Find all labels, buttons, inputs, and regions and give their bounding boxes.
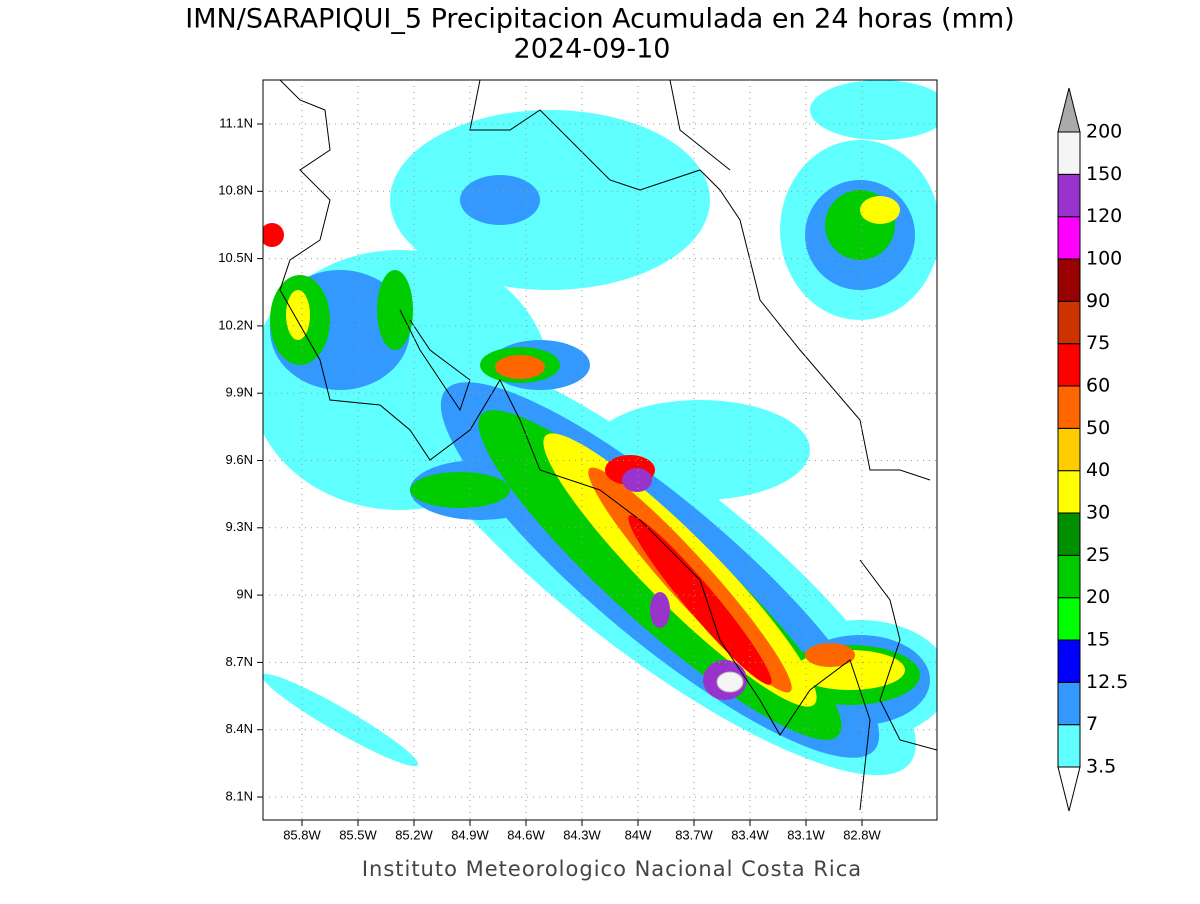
colorbar-segment [1057, 173, 1081, 218]
colorbar-label: 30 [1086, 502, 1110, 524]
x-tick-label: 84.6W [507, 827, 545, 842]
colorbar-segment [1057, 681, 1081, 726]
colorbar-label: 3.5 [1086, 756, 1116, 778]
colorbar-segment [1057, 597, 1081, 641]
precipitation-field [263, 80, 937, 811]
y-tick-label: 9.9N [226, 385, 253, 400]
colorbar-segment [1057, 639, 1081, 683]
x-tick-label: 83.1W [787, 827, 825, 842]
y-tick-label: 9.6N [226, 452, 253, 467]
colorbar-segment [1057, 216, 1081, 260]
colorbar-segment [1057, 512, 1081, 556]
colorbar-over [1057, 87, 1081, 133]
colorbar: 3.5 7 12.5 15 20 25 30 40 50 60 75 90 100 120 150 200 [1057, 87, 1128, 812]
x-tick-label: 83.4W [731, 827, 769, 842]
x-tick-label: 84W [625, 827, 652, 842]
y-tick-label: 9.3N [226, 519, 253, 534]
colorbar-label: 75 [1086, 332, 1110, 354]
y-tick-label: 8.1N [226, 788, 253, 803]
colorbar-segment [1057, 343, 1081, 387]
colorbar-label: 7 [1086, 713, 1098, 735]
y-tick-label: 9N [236, 587, 253, 602]
axes: 85.8W 85.5W 85.2W 84.9W 84.6W 84.3W 84W 83.7W 83… [218, 80, 937, 842]
x-tick-label: 85.5W [339, 827, 377, 842]
coastlines [279, 80, 937, 811]
colorbar-label: 200 [1086, 121, 1122, 143]
field-white [716, 671, 744, 693]
y-tick-label: 10.8N [218, 183, 253, 198]
colorbar-segment [1057, 258, 1081, 302]
colorbar-segment [1057, 724, 1081, 768]
x-tick-label: 83.7W [675, 827, 713, 842]
map-frame [262, 79, 938, 821]
y-tick-label: 10.2N [218, 317, 253, 332]
y-tick-label: 8.4N [226, 721, 253, 736]
colorbar-label: 20 [1086, 586, 1110, 608]
field-purple [650, 592, 670, 628]
subtitle: 2024-09-10 [514, 34, 671, 65]
x-tick-label: 85.2W [395, 827, 433, 842]
y-tick-label: 10.5N [218, 250, 253, 265]
x-tick-label: 85.8W [283, 827, 321, 842]
colorbar-label: 100 [1086, 248, 1122, 270]
colorbar-segment [1057, 554, 1081, 599]
colorbar-segment [1057, 131, 1081, 175]
y-tick-label: 11.1N [219, 115, 253, 130]
x-tick-label: 82.8W [843, 827, 881, 842]
colorbar-label: 50 [1086, 417, 1110, 439]
colorbar-segment [1057, 427, 1081, 472]
colorbar-label: 15 [1086, 629, 1110, 651]
colorbar-label: 150 [1086, 163, 1122, 185]
colorbar-label: 25 [1086, 544, 1110, 566]
colorbar-label: 90 [1086, 290, 1110, 312]
colorbar-label: 40 [1086, 459, 1110, 481]
colorbar-segment [1057, 385, 1081, 429]
colorbar-label: 120 [1086, 205, 1122, 227]
colorbar-segment [1057, 470, 1081, 514]
footer: Instituto Meteorologico Nacional Costa R… [362, 857, 862, 881]
colorbar-under [1057, 766, 1081, 812]
colorbar-label: 12.5 [1086, 671, 1128, 693]
y-tick-label: 8.7N [226, 654, 253, 669]
colorbar-label: 60 [1086, 375, 1110, 397]
x-tick-label: 84.9W [451, 827, 489, 842]
field-purple [622, 468, 652, 492]
x-tick-label: 84.3W [563, 827, 601, 842]
title: IMN/SARAPIQUI_5 Precipitacion Acumulada … [185, 4, 1014, 35]
colorbar-segment [1057, 300, 1081, 345]
